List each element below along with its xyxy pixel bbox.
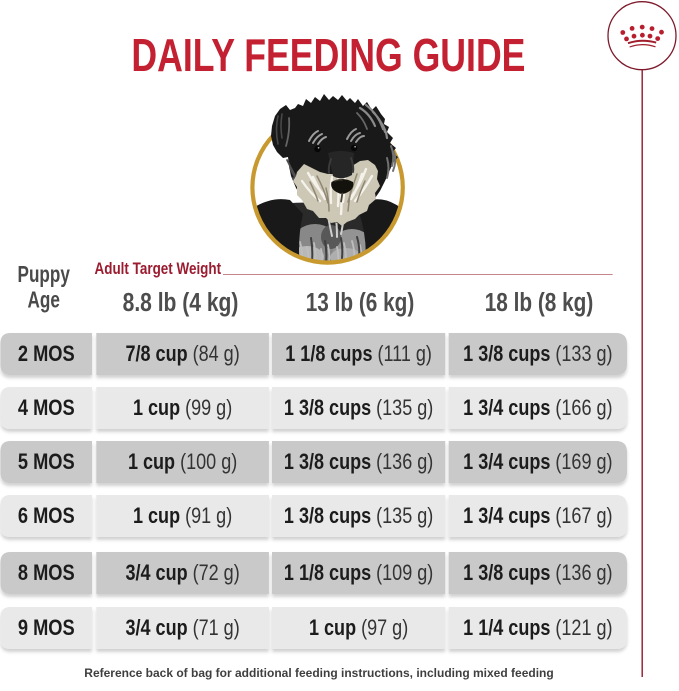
svg-text:8 MOS: 8 MOS — [18, 562, 75, 586]
svg-text:Reference back of bag for addi: Reference back of bag for additional fee… — [84, 666, 553, 680]
svg-text:DAILY FEEDING GUIDE: DAILY FEEDING GUIDE — [131, 30, 525, 81]
svg-text:5 MOS: 5 MOS — [18, 451, 75, 475]
svg-text:8.8 lb (4 kg): 8.8 lb (4 kg) — [123, 289, 239, 318]
svg-text:1 3/8 cups (135 g): 1 3/8 cups (135 g) — [284, 504, 433, 528]
svg-text:6 MOS: 6 MOS — [18, 505, 75, 529]
svg-text:Age: Age — [28, 288, 60, 313]
svg-text:4 MOS: 4 MOS — [18, 397, 75, 421]
svg-text:1 cup (99 g): 1 cup (99 g) — [133, 396, 232, 420]
svg-text:1 3/8 cups (136 g): 1 3/8 cups (136 g) — [463, 561, 612, 585]
svg-text:2 MOS: 2 MOS — [18, 343, 75, 367]
svg-text:1 cup (91 g): 1 cup (91 g) — [133, 504, 232, 528]
svg-text:1 3/8 cups (136 g): 1 3/8 cups (136 g) — [284, 450, 433, 474]
svg-text:3/4 cup (72 g): 3/4 cup (72 g) — [125, 561, 239, 585]
svg-text:Adult Target Weight: Adult Target Weight — [95, 260, 222, 279]
svg-text:Puppy: Puppy — [18, 263, 71, 288]
svg-text:13 lb (6 kg): 13 lb (6 kg) — [306, 288, 415, 317]
svg-text:1 3/4 cups (166 g): 1 3/4 cups (166 g) — [463, 396, 612, 420]
svg-text:1 3/4 cups (167 g): 1 3/4 cups (167 g) — [463, 504, 612, 528]
svg-text:1 1/4 cups (121 g): 1 1/4 cups (121 g) — [463, 616, 612, 640]
svg-text:1 1/8 cups (109 g): 1 1/8 cups (109 g) — [284, 561, 433, 585]
svg-text:9 MOS: 9 MOS — [18, 617, 75, 641]
svg-text:18 lb (8 kg): 18 lb (8 kg) — [485, 288, 594, 317]
svg-text:1 1/8 cups (111 g): 1 1/8 cups (111 g) — [285, 342, 432, 366]
svg-text:1 3/4 cups (169 g): 1 3/4 cups (169 g) — [463, 450, 612, 474]
svg-text:7/8 cup (84 g): 7/8 cup (84 g) — [125, 342, 239, 366]
svg-text:1 3/8 cups (133 g): 1 3/8 cups (133 g) — [463, 342, 612, 366]
svg-text:1 3/8 cups (135 g): 1 3/8 cups (135 g) — [284, 396, 433, 420]
svg-text:1 cup (97 g): 1 cup (97 g) — [309, 616, 408, 640]
svg-text:3/4 cup (71 g): 3/4 cup (71 g) — [125, 616, 239, 640]
svg-text:1 cup (100 g): 1 cup (100 g) — [128, 450, 237, 474]
